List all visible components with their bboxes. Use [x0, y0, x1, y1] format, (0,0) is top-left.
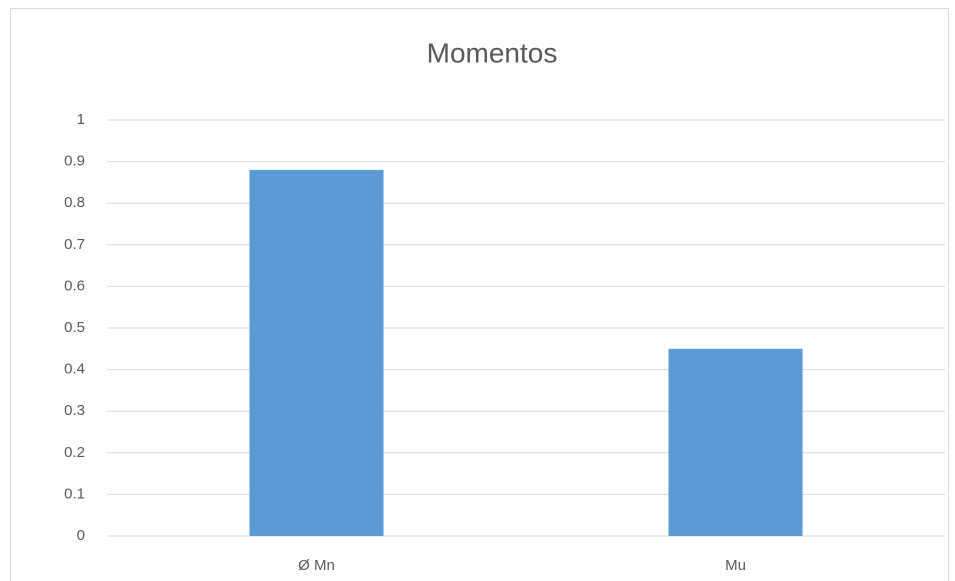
x-tick-label: Ø Mn [298, 557, 335, 574]
y-tick-label: 0.7 [64, 236, 85, 253]
y-tick-label: 0 [77, 527, 85, 544]
y-tick-label: 1 [77, 111, 85, 128]
chart-title: Momentos [427, 37, 558, 68]
y-tick-label: 0.5 [64, 319, 85, 336]
y-tick-label: 0.1 [64, 485, 85, 502]
y-tick-label: 0.4 [64, 361, 85, 378]
y-tick-label: 0.8 [64, 194, 85, 211]
y-tick-label: 0.2 [64, 444, 85, 461]
bar [249, 169, 384, 537]
bar [668, 348, 803, 536]
y-tick-label: 0.9 [64, 153, 85, 170]
x-tick-label: Mu [725, 557, 746, 574]
y-tick-label: 0.3 [64, 402, 85, 419]
chart-border [10, 8, 949, 581]
y-tick-label: 0.6 [64, 277, 85, 294]
